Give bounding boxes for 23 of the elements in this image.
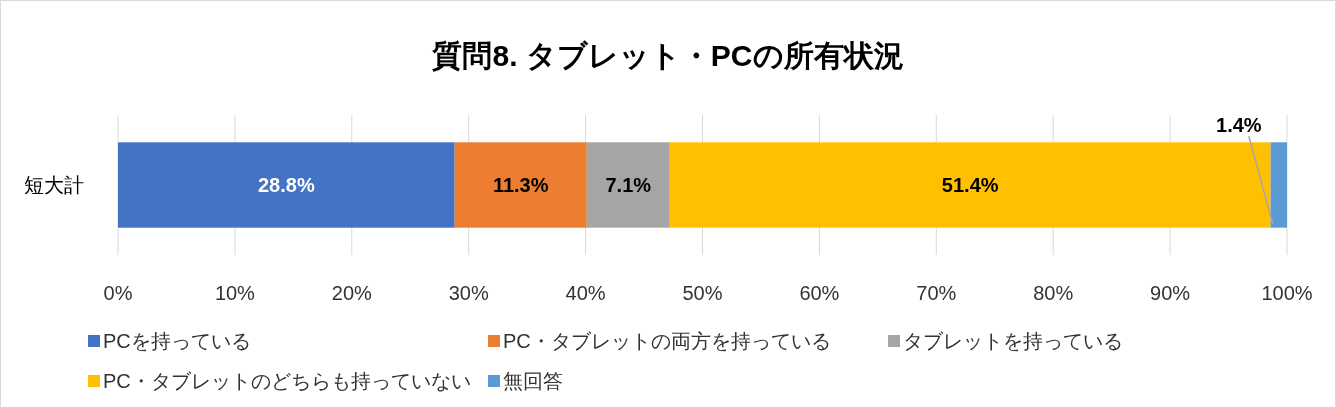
x-tick-label: 70%: [916, 282, 957, 304]
data-label: 1.4%: [1216, 114, 1262, 137]
x-tick-label: 30%: [448, 282, 489, 304]
y-tick-label: 短大計: [24, 174, 84, 196]
data-label: 28.8%: [257, 174, 315, 196]
x-tick-label: 90%: [1150, 282, 1191, 304]
x-tick-label: 40%: [565, 282, 606, 304]
x-tick-label: 50%: [682, 282, 723, 304]
legend-label: PC・タブレットのどちらも持っていない: [103, 370, 471, 392]
legend-label: PC・タブレットの両方を持っている: [503, 330, 831, 352]
x-tick-label: 0%: [103, 282, 133, 304]
x-tick-label: 60%: [799, 282, 840, 304]
chart-title: 質問8. タブレット・PCの所有状況: [431, 39, 904, 72]
data-label: 11.3%: [492, 174, 549, 196]
data-label: 51.4%: [941, 174, 999, 196]
x-tick-label: 100%: [1261, 282, 1313, 304]
x-tick-label: 80%: [1033, 282, 1074, 304]
legend-label: タブレットを持っている: [903, 330, 1123, 352]
x-tick-label: 10%: [214, 282, 256, 304]
legend-label: 無回答: [503, 370, 563, 392]
x-tick-label: 20%: [331, 282, 373, 304]
data-label: 7.1%: [605, 174, 652, 196]
legend-label: PCを持っている: [103, 330, 251, 352]
